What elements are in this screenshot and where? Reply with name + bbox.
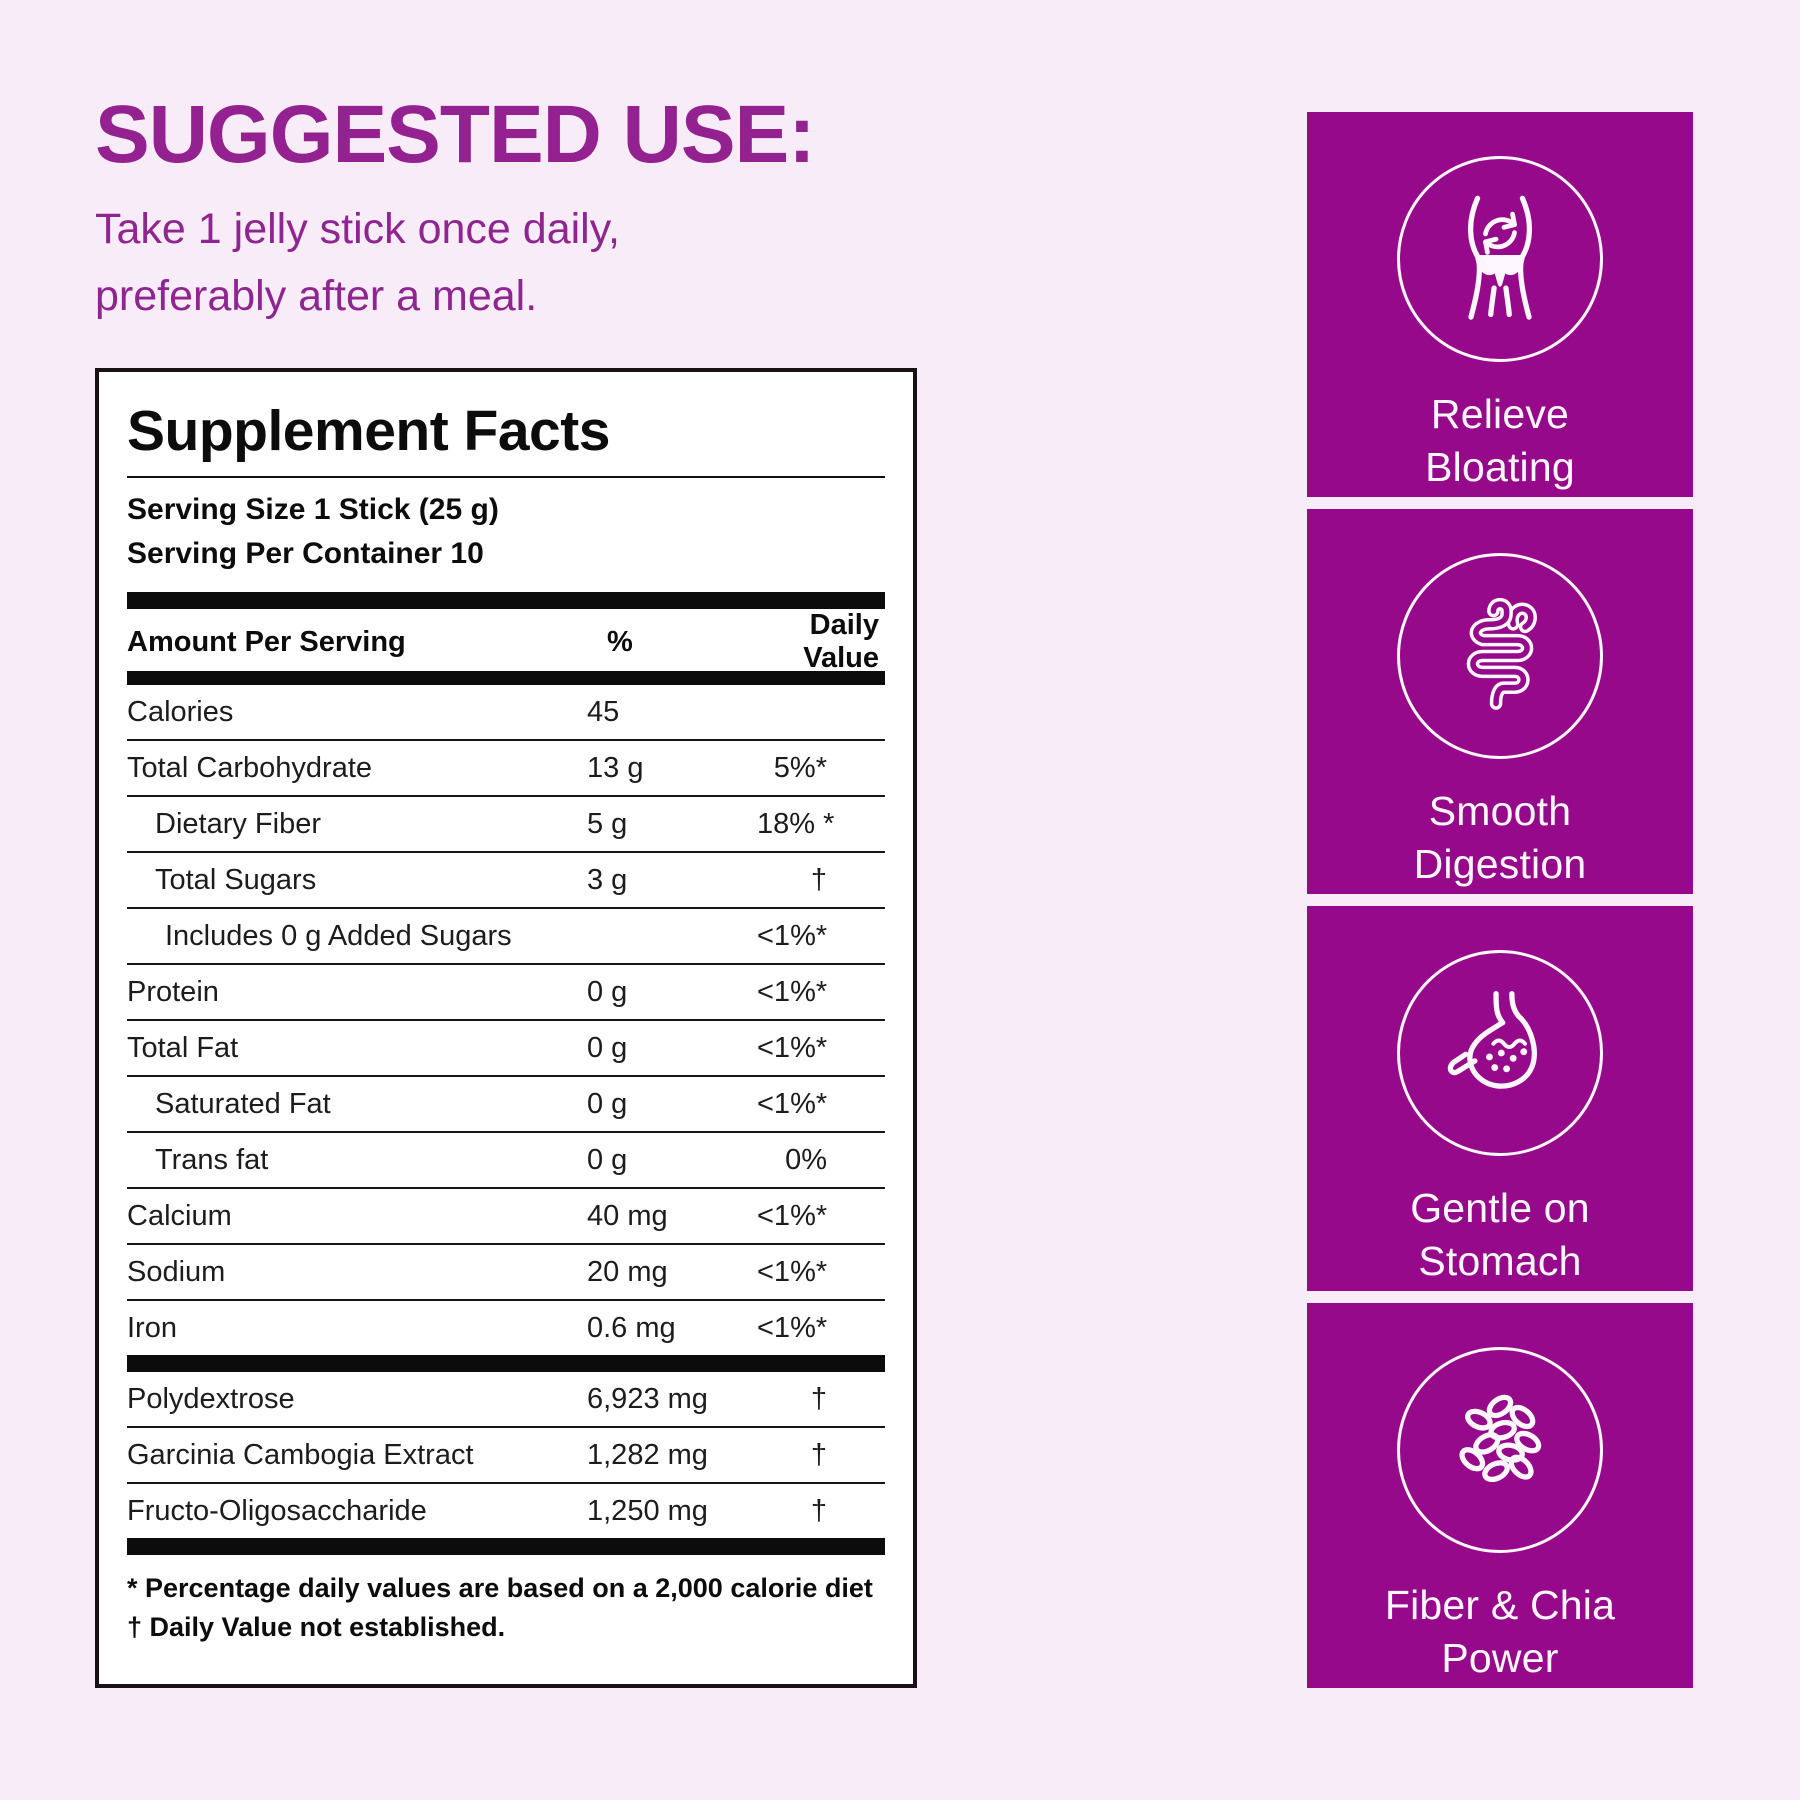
table-row: Includes 0 g Added Sugars <1%* [127, 907, 885, 963]
nutrient-daily-value: <1%* [757, 1031, 828, 1064]
thick-bar [127, 671, 885, 686]
nutrient-daily-value: † [810, 1382, 827, 1415]
table-row: Fructo-Oligosaccharide 1,250 mg † [127, 1482, 885, 1538]
thick-bar [127, 592, 885, 610]
nutrient-name: Garcinia Cambogia Extract [127, 1438, 474, 1471]
nutrient-amount: 1,282 mg [587, 1438, 708, 1471]
column-header-amount: Amount Per Serving [127, 625, 406, 658]
nutrient-daily-value: 5%* [773, 751, 827, 784]
nutrient-name: Total Sugars [155, 863, 317, 896]
footnotes: * Percentage daily values are based on a… [127, 1555, 885, 1647]
nutrient-daily-value: <1%* [757, 1255, 828, 1288]
column-header-percent: % [607, 625, 633, 658]
nutrient-rows: Calories 45 Total Carbohydrate 13 g 5%* Dieta… [127, 685, 885, 1355]
benefit-cards: Relieve Bloating Smooth Digestion [1307, 112, 1693, 1700]
benefit-card-gentle-on-stomach: Gentle on Stomach [1307, 906, 1693, 1291]
table-row: Trans fat 0 g 0% [127, 1131, 885, 1187]
column-header-daily-value: Daily Value [803, 609, 879, 675]
benefit-card-label: Smooth Digestion [1413, 788, 1587, 888]
nutrient-amount: 5 g [587, 807, 628, 840]
supplement-facts-panel: Supplement Facts Serving Size 1 Stick (2… [95, 368, 917, 1688]
nutrient-amount: 0 g [587, 1143, 628, 1176]
nutrient-daily-value: 0% [785, 1143, 827, 1176]
intestine-icon [1397, 553, 1603, 759]
nutrient-name: Iron [127, 1311, 177, 1344]
table-row: Sodium 20 mg <1%* [127, 1243, 885, 1299]
nutrient-daily-value: <1%* [757, 975, 828, 1008]
nutrient-amount: 13 g [587, 751, 644, 784]
servings-per-container: Serving Per Container 10 [127, 536, 484, 570]
table-row: Total Fat 0 g <1%* [127, 1019, 885, 1075]
benefit-card-label: Relieve Bloating [1425, 391, 1575, 491]
benefit-card-smooth-digestion: Smooth Digestion [1307, 509, 1693, 894]
table-row: Total Sugars 3 g † [127, 851, 885, 907]
nutrient-amount: 0 g [587, 975, 628, 1008]
nutrient-amount: 0 g [587, 1031, 628, 1064]
table-row: Iron 0.6 mg <1%* [127, 1299, 885, 1355]
nutrient-name: Includes 0 g Added Sugars [165, 919, 512, 952]
table-row: Total Carbohydrate 13 g 5%* [127, 739, 885, 795]
nutrient-amount: 20 mg [587, 1255, 668, 1288]
table-row: Saturated Fat 0 g <1%* [127, 1075, 885, 1131]
table-row: Polydextrose 6,923 mg † [127, 1372, 885, 1426]
table-row: Calories 45 [127, 685, 885, 739]
ingredient-rows: Polydextrose 6,923 mg † Garcinia Cambogia E… [127, 1372, 885, 1538]
thick-bar [127, 1355, 885, 1373]
chia-seeds-icon [1397, 1347, 1603, 1553]
table-row: Garcinia Cambogia Extract 1,282 mg † [127, 1426, 885, 1482]
nutrient-amount: 0 g [587, 1087, 628, 1120]
supplement-facts-title: Supplement Facts [127, 399, 610, 463]
footnote-line: * Percentage daily values are based on a… [127, 1573, 873, 1604]
nutrient-name: Sodium [127, 1255, 226, 1288]
nutrient-amount: 6,923 mg [587, 1382, 708, 1415]
nutrient-name: Dietary Fiber [155, 807, 321, 840]
table-row: Protein 0 g <1%* [127, 963, 885, 1019]
nutrient-name: Calcium [127, 1199, 232, 1232]
nutrient-name: Polydextrose [127, 1382, 295, 1415]
benefit-card-fiber-chia-power: Fiber & Chia Power [1307, 1303, 1693, 1688]
nutrient-name: Total Fat [127, 1031, 239, 1064]
nutrient-name: Trans fat [155, 1143, 269, 1176]
benefit-card-label: Fiber & Chia Power [1384, 1582, 1616, 1682]
nutrient-name: Saturated Fat [155, 1087, 331, 1120]
table-row: Calcium 40 mg <1%* [127, 1187, 885, 1243]
suggested-use-text: Take 1 jelly stick once daily, preferabl… [95, 205, 620, 320]
serving-size: Serving Size 1 Stick (25 g) [127, 492, 499, 526]
nutrient-daily-value: <1%* [757, 1311, 828, 1344]
nutrient-daily-value: † [810, 863, 827, 896]
thick-bar [127, 1538, 885, 1556]
nutrient-name: Total Carbohydrate [127, 751, 373, 784]
table-header-row: Amount Per Serving % Daily Value [127, 609, 885, 674]
nutrient-name: Calories [127, 695, 234, 728]
benefit-card-relieve-bloating: Relieve Bloating [1307, 112, 1693, 497]
nutrient-amount: 3 g [587, 863, 628, 896]
nutrient-daily-value: <1%* [757, 1087, 828, 1120]
table-row: Dietary Fiber 5 g 18% * [127, 795, 885, 851]
benefit-card-label: Gentle on Stomach [1410, 1185, 1590, 1285]
nutrient-amount: 0.6 mg [587, 1311, 676, 1344]
nutrient-daily-value: † [810, 1494, 827, 1527]
nutrient-daily-value: 18% * [757, 807, 835, 840]
nutrient-amount: 1,250 mg [587, 1494, 708, 1527]
nutrient-name: Protein [127, 975, 219, 1008]
nutrient-amount: 45 [587, 695, 620, 728]
nutrient-daily-value: <1%* [757, 919, 828, 952]
footnote-line: † Daily Value not established. [127, 1612, 506, 1643]
nutrient-amount: 40 mg [587, 1199, 668, 1232]
bloating-icon [1397, 156, 1603, 362]
nutrient-daily-value: <1%* [757, 1199, 828, 1232]
nutrient-name: Fructo-Oligosaccharide [127, 1494, 427, 1527]
divider [127, 475, 885, 478]
suggested-use-heading: SUGGESTED USE: [95, 89, 816, 180]
stomach-icon [1397, 950, 1603, 1156]
nutrient-daily-value: † [810, 1438, 827, 1471]
